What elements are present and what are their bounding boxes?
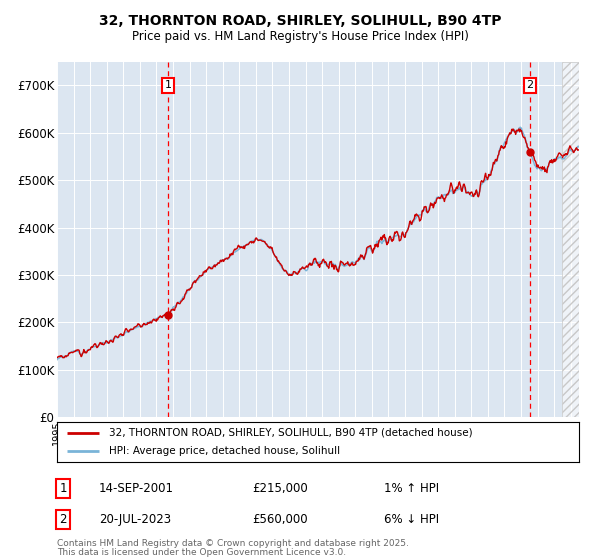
Text: Contains HM Land Registry data © Crown copyright and database right 2025.: Contains HM Land Registry data © Crown c…: [57, 539, 409, 548]
Text: 32, THORNTON ROAD, SHIRLEY, SOLIHULL, B90 4TP: 32, THORNTON ROAD, SHIRLEY, SOLIHULL, B9…: [99, 14, 501, 28]
Text: HPI: Average price, detached house, Solihull: HPI: Average price, detached house, Soli…: [109, 446, 340, 456]
Text: 6% ↓ HPI: 6% ↓ HPI: [384, 513, 439, 526]
Text: Price paid vs. HM Land Registry's House Price Index (HPI): Price paid vs. HM Land Registry's House …: [131, 30, 469, 44]
Text: 20-JUL-2023: 20-JUL-2023: [99, 513, 171, 526]
Text: 2: 2: [526, 80, 533, 90]
Text: This data is licensed under the Open Government Licence v3.0.: This data is licensed under the Open Gov…: [57, 548, 346, 557]
Text: 1% ↑ HPI: 1% ↑ HPI: [384, 482, 439, 495]
Text: 1: 1: [59, 482, 67, 495]
Text: £560,000: £560,000: [252, 513, 308, 526]
Text: 1: 1: [164, 80, 172, 90]
Text: £215,000: £215,000: [252, 482, 308, 495]
Text: 32, THORNTON ROAD, SHIRLEY, SOLIHULL, B90 4TP (detached house): 32, THORNTON ROAD, SHIRLEY, SOLIHULL, B9…: [109, 428, 473, 437]
Text: 14-SEP-2001: 14-SEP-2001: [99, 482, 174, 495]
Text: 2: 2: [59, 513, 67, 526]
